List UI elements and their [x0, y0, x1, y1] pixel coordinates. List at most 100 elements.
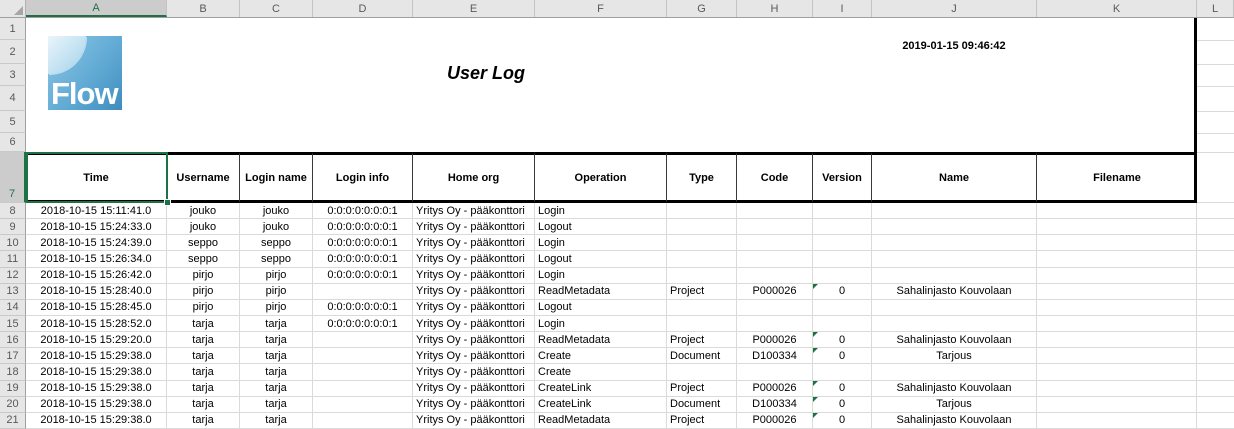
cell[interactable]: jouko — [167, 219, 240, 236]
row-header-17[interactable]: 17 — [0, 348, 26, 365]
row-header-21[interactable]: 21 — [0, 412, 26, 429]
column-header-E[interactable]: E — [413, 0, 535, 17]
cell[interactable]: 0 — [813, 348, 872, 365]
cell[interactable] — [1037, 412, 1197, 429]
cell[interactable] — [1197, 413, 1234, 429]
row-header-7[interactable]: 7 — [0, 152, 26, 203]
cell[interactable]: tarja — [240, 332, 313, 349]
cell[interactable]: 0 — [813, 412, 872, 429]
row-header-8[interactable]: 8 — [0, 203, 26, 220]
cell[interactable]: D100334 — [737, 348, 813, 365]
cell[interactable]: Yritys Oy - pääkonttori — [413, 251, 535, 268]
cell[interactable]: Tarjous — [872, 348, 1037, 365]
cell[interactable] — [313, 396, 413, 413]
row-header-3[interactable]: 3 — [0, 64, 26, 86]
cell[interactable]: Project — [667, 412, 737, 429]
cell[interactable]: Yritys Oy - pääkonttori — [413, 332, 535, 349]
cell[interactable]: Project — [667, 283, 737, 300]
cell[interactable] — [667, 235, 737, 252]
cell[interactable] — [1197, 203, 1234, 220]
cell[interactable]: tarja — [240, 315, 313, 333]
cell[interactable] — [1037, 283, 1197, 300]
cell[interactable]: Create — [535, 348, 667, 365]
column-header-H[interactable]: H — [737, 0, 813, 17]
cell[interactable] — [1037, 315, 1197, 333]
cell[interactable]: seppo — [240, 251, 313, 268]
cell[interactable]: Sahalinjasto Kouvolaan — [872, 412, 1037, 429]
cell[interactable]: 0:0:0:0:0:0:0:1 — [313, 203, 413, 220]
header-cell[interactable]: Username — [167, 152, 240, 203]
cell[interactable] — [313, 332, 413, 349]
cell[interactable]: tarja — [167, 396, 240, 413]
cell[interactable] — [813, 267, 872, 284]
cell[interactable] — [737, 364, 813, 381]
row-header-16[interactable]: 16 — [0, 332, 26, 349]
cell[interactable] — [872, 203, 1037, 220]
cell[interactable] — [1037, 267, 1197, 284]
column-header-B[interactable]: B — [167, 0, 240, 17]
cell[interactable]: tarja — [167, 315, 240, 333]
cell[interactable] — [1197, 235, 1234, 252]
cell[interactable]: Yritys Oy - pääkonttori — [413, 283, 535, 300]
cell[interactable] — [1197, 300, 1234, 316]
cell[interactable]: tarja — [240, 380, 313, 397]
cell[interactable]: Login — [535, 315, 667, 333]
cell[interactable] — [813, 364, 872, 381]
cell[interactable] — [872, 251, 1037, 268]
column-header-L[interactable]: L — [1197, 0, 1234, 17]
cell[interactable]: 2018-10-15 15:29:20.0 — [26, 332, 167, 349]
cell[interactable] — [667, 364, 737, 381]
cell[interactable]: seppo — [167, 251, 240, 268]
cell[interactable] — [1037, 348, 1197, 365]
cell[interactable]: jouko — [240, 203, 313, 220]
cell[interactable]: jouko — [240, 219, 313, 236]
cell[interactable]: 2018-10-15 15:29:38.0 — [26, 380, 167, 397]
cell[interactable] — [1037, 332, 1197, 349]
cell[interactable]: Sahalinjasto Kouvolaan — [872, 332, 1037, 349]
cell[interactable]: Yritys Oy - pääkonttori — [413, 235, 535, 252]
cell[interactable]: 2018-10-15 15:11:41.0 — [26, 203, 167, 220]
cell[interactable]: ReadMetadata — [535, 332, 667, 349]
header-cell[interactable]: Home org — [413, 152, 535, 203]
header-cell[interactable]: Login name — [240, 152, 313, 203]
cell[interactable] — [872, 267, 1037, 284]
cell[interactable] — [313, 412, 413, 429]
cell[interactable] — [1037, 396, 1197, 413]
cell[interactable]: P000026 — [737, 412, 813, 429]
row-header-11[interactable]: 11 — [0, 251, 26, 268]
cell[interactable] — [813, 315, 872, 333]
cell[interactable]: tarja — [167, 348, 240, 365]
cell[interactable]: Create — [535, 364, 667, 381]
row-header-19[interactable]: 19 — [0, 380, 26, 397]
header-cell[interactable]: Type — [667, 152, 737, 203]
cell[interactable]: Logout — [535, 219, 667, 236]
row-header-20[interactable]: 20 — [0, 396, 26, 413]
cell[interactable] — [667, 219, 737, 236]
cell[interactable] — [813, 203, 872, 220]
cell[interactable]: tarja — [240, 412, 313, 429]
cell[interactable] — [313, 380, 413, 397]
cell[interactable]: Yritys Oy - pääkonttori — [413, 364, 535, 381]
cell[interactable]: 2018-10-15 15:26:42.0 — [26, 267, 167, 284]
cell[interactable]: 2018-10-15 15:29:38.0 — [26, 364, 167, 381]
column-header-G[interactable]: G — [667, 0, 737, 17]
cell[interactable] — [872, 299, 1037, 316]
cell[interactable] — [872, 235, 1037, 252]
cell[interactable]: 2018-10-15 15:28:40.0 — [26, 283, 167, 300]
cell[interactable]: pirjo — [167, 299, 240, 316]
cell[interactable] — [1037, 299, 1197, 316]
cell[interactable]: Yritys Oy - pääkonttori — [413, 299, 535, 316]
column-header-J[interactable]: J — [872, 0, 1037, 17]
cell[interactable] — [1037, 251, 1197, 268]
cell[interactable]: tarja — [240, 348, 313, 365]
cell[interactable] — [737, 299, 813, 316]
cell[interactable]: Login — [535, 267, 667, 284]
cell[interactable]: Logout — [535, 251, 667, 268]
cell[interactable]: 0:0:0:0:0:0:0:1 — [313, 267, 413, 284]
cell[interactable] — [872, 364, 1037, 381]
cell[interactable]: pirjo — [240, 283, 313, 300]
cell[interactable]: pirjo — [240, 267, 313, 284]
cell[interactable]: pirjo — [240, 299, 313, 316]
cell[interactable]: Sahalinjasto Kouvolaan — [872, 283, 1037, 300]
header-cell[interactable]: Name — [872, 152, 1037, 203]
